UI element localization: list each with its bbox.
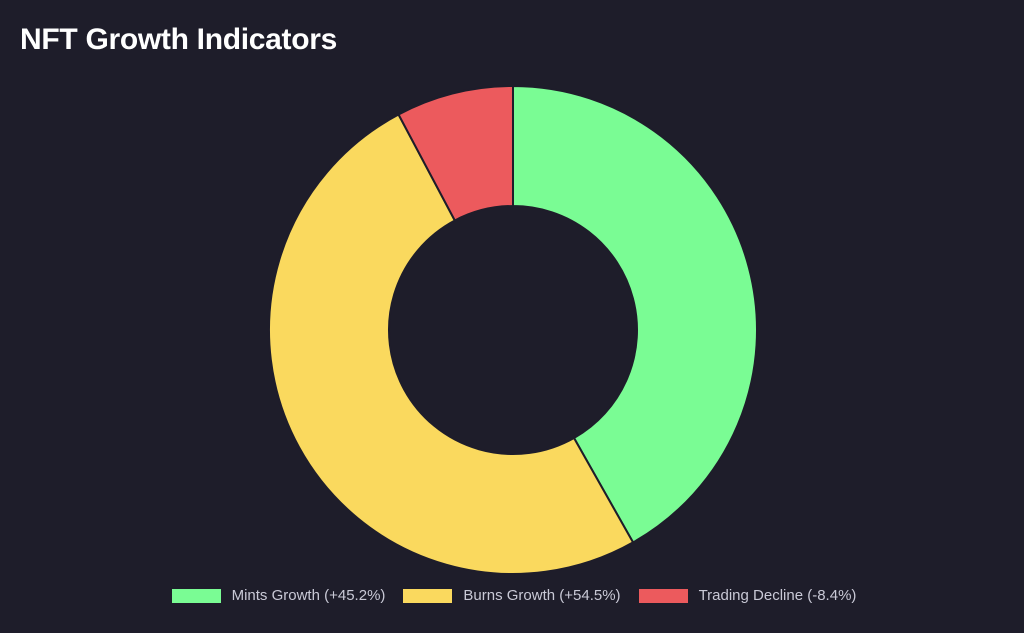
legend-item-2[interactable]: Burns Growth (+54.5%) bbox=[403, 587, 621, 604]
legend-swatch bbox=[171, 588, 221, 603]
doughnut-segment-2[interactable] bbox=[268, 113, 635, 575]
legend-swatch bbox=[403, 588, 453, 603]
doughnut-segment-1[interactable] bbox=[512, 84, 758, 544]
legend-label: Burns Growth (+54.5%) bbox=[463, 587, 621, 604]
legend-swatch bbox=[638, 588, 688, 603]
legend-item-1[interactable]: Mints Growth (+45.2%) bbox=[171, 587, 386, 604]
doughnut-segment-3[interactable] bbox=[397, 84, 514, 222]
chart-legend: Mints Growth (+45.2%) Burns Growth (+54.5… bbox=[0, 587, 1024, 604]
doughnut-chart bbox=[268, 84, 758, 575]
legend-label: Mints Growth (+45.2%) bbox=[231, 587, 386, 604]
legend-label: Trading Decline (-8.4%) bbox=[698, 587, 857, 604]
chart-title: NFT Growth Indicators bbox=[20, 23, 338, 56]
legend-item-3[interactable]: Trading Decline (-8.4%) bbox=[638, 587, 857, 604]
